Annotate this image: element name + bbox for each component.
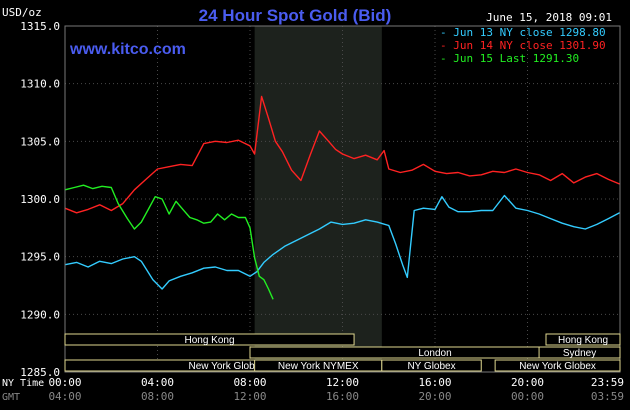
session-box	[545, 333, 621, 346]
session-label: NY Globex	[407, 361, 455, 372]
legend-entry: - Jun 14 NY close 1301.90	[440, 39, 606, 52]
x-axis-row-label: NY Time	[2, 378, 44, 389]
timestamp: June 15, 2018 09:01	[486, 11, 612, 24]
y-tick-label: 1285.0	[20, 366, 60, 379]
session-box	[494, 359, 621, 372]
x-tick-label: 20:00	[418, 390, 451, 403]
x-tick-label: 08:00	[141, 390, 174, 403]
x-tick-label: 00:00	[48, 376, 81, 389]
session-label: Hong Kong	[558, 335, 608, 346]
session-label: London	[418, 348, 451, 359]
x-tick-label: 03:59	[591, 390, 624, 403]
session-label: New York NYMEX	[278, 361, 359, 372]
x-axis-row-label: GMT	[2, 392, 20, 403]
watermark-url: www.kitco.com	[69, 41, 186, 58]
y-tick-label: 1305.0	[20, 135, 60, 148]
x-tick-label: 04:00	[141, 376, 174, 389]
x-tick-label: 12:00	[233, 390, 266, 403]
x-tick-label: 16:00	[418, 376, 451, 389]
y-tick-label: 1310.0	[20, 78, 60, 91]
chart-title: 24 Hour Spot Gold (Bid)	[199, 6, 392, 25]
y-tick-label: 1300.0	[20, 193, 60, 206]
session-box	[381, 359, 482, 372]
session-label: New York Globex	[189, 361, 266, 372]
session-box	[64, 333, 355, 346]
session-label: New York Globex	[519, 361, 596, 372]
session-label: Hong Kong	[185, 335, 235, 346]
legend: - Jun 13 NY close 1298.80- Jun 14 NY clo…	[440, 26, 606, 65]
series-line-1	[64, 194, 620, 290]
plot-frame	[64, 25, 621, 373]
y-tick-label: 1290.0	[20, 308, 60, 321]
x-tick-label: 00:00	[511, 390, 544, 403]
nymex-shaded-region	[254, 26, 382, 372]
x-tick-label: 12:00	[326, 376, 359, 389]
y-axis-unit-label: USD/oz	[2, 6, 42, 19]
legend-entry: - Jun 13 NY close 1298.80	[440, 26, 606, 39]
x-tick-label: 16:00	[326, 390, 359, 403]
series-line-3	[64, 184, 274, 300]
series-line-2	[64, 95, 620, 214]
y-tick-label: 1295.0	[20, 251, 60, 264]
y-tick-label: 1315.0	[20, 20, 60, 33]
x-tick-label: 08:00	[233, 376, 266, 389]
x-tick-label: 04:00	[48, 390, 81, 403]
legend-entry: - Jun 15 Last 1291.30	[440, 52, 579, 65]
x-tick-label: 20:00	[511, 376, 544, 389]
x-tick-label: 23:59	[591, 376, 624, 389]
session-box	[538, 346, 621, 359]
session-label: Sydney	[563, 348, 596, 359]
